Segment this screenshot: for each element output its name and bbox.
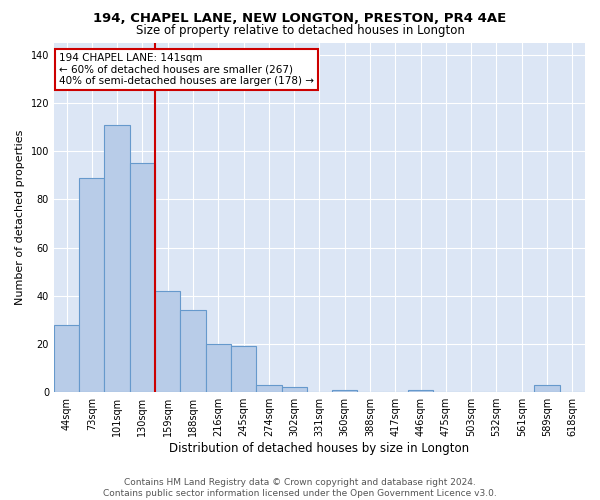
Bar [535, 385, 560, 392]
Bar [54, 324, 79, 392]
Bar [281, 388, 307, 392]
Text: 194, CHAPEL LANE, NEW LONGTON, PRESTON, PR4 4AE: 194, CHAPEL LANE, NEW LONGTON, PRESTON, … [94, 12, 506, 26]
Text: Size of property relative to detached houses in Longton: Size of property relative to detached ho… [136, 24, 464, 37]
Bar [130, 163, 155, 392]
Bar [206, 344, 231, 392]
Text: Contains HM Land Registry data © Crown copyright and database right 2024.
Contai: Contains HM Land Registry data © Crown c… [103, 478, 497, 498]
Bar [104, 124, 130, 392]
Bar [256, 385, 281, 392]
Bar [79, 178, 104, 392]
X-axis label: Distribution of detached houses by size in Longton: Distribution of detached houses by size … [169, 442, 470, 455]
Text: 194 CHAPEL LANE: 141sqm
← 60% of detached houses are smaller (267)
40% of semi-d: 194 CHAPEL LANE: 141sqm ← 60% of detache… [59, 53, 314, 86]
Bar [155, 291, 181, 392]
Bar [408, 390, 433, 392]
Y-axis label: Number of detached properties: Number of detached properties [15, 130, 25, 305]
Bar [231, 346, 256, 392]
Bar [181, 310, 206, 392]
Bar [332, 390, 358, 392]
